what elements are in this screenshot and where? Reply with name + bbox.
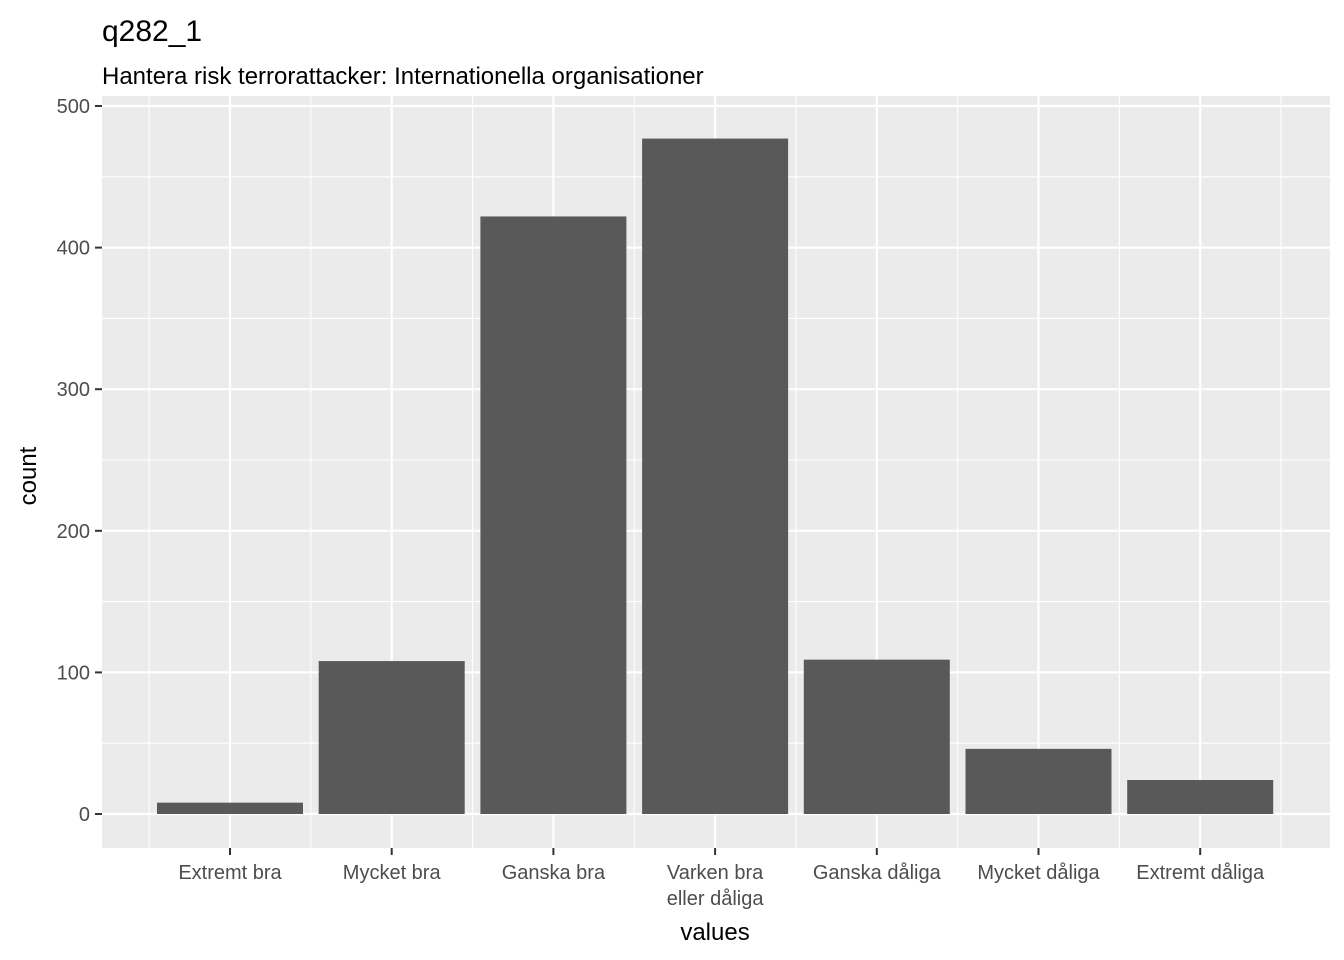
y-axis: 0 100 200 300 400 500 (57, 96, 102, 826)
y-tick-label: 200 (57, 521, 90, 543)
chart-subtitle: Hantera risk terrorattacker: Internation… (102, 63, 704, 90)
y-axis-title: count (15, 446, 42, 505)
y-tick-label: 0 (79, 804, 90, 826)
chart-title: q282_1 (102, 15, 202, 48)
x-tick-label: Mycket dåliga (977, 862, 1100, 884)
x-tick-label: Extremt bra (178, 862, 282, 884)
bar (318, 661, 465, 814)
x-axis: Extremt bra Mycket bra Ganska bra Varken br… (178, 848, 1265, 910)
bar (803, 659, 950, 814)
bar (642, 138, 789, 814)
bar (1127, 780, 1274, 814)
x-tick-label: Ganska bra (502, 862, 606, 884)
bar (965, 748, 1112, 814)
bars (157, 138, 1274, 814)
x-tick-label: Ganska dåliga (813, 862, 942, 884)
x-tick-label: Mycket bra (343, 862, 442, 884)
x-tick-label: Extremt dåliga (1136, 862, 1265, 884)
x-axis-title: values (680, 919, 749, 946)
bar (480, 216, 627, 814)
y-tick-label: 300 (57, 379, 90, 401)
x-tick-label: Varken bra eller dåliga (667, 862, 765, 910)
y-tick-label: 500 (57, 96, 90, 118)
y-tick-label: 100 (57, 662, 90, 684)
bar (157, 802, 303, 814)
y-tick-label: 400 (57, 238, 90, 260)
